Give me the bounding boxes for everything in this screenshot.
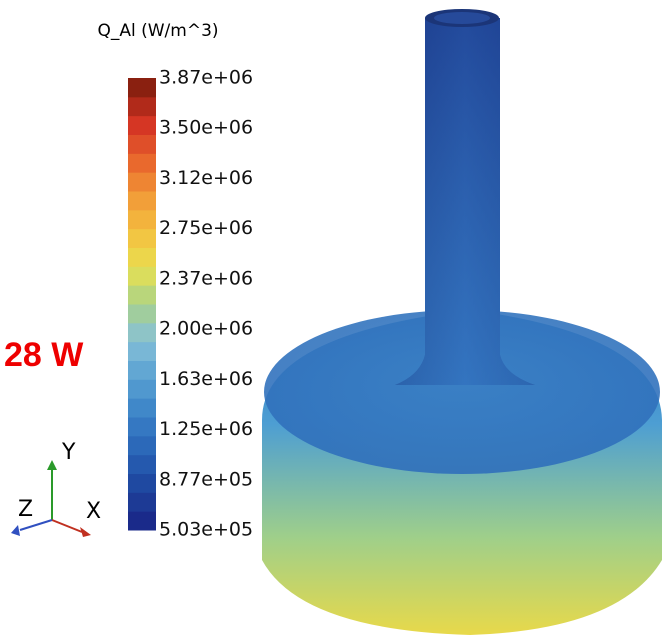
colorbar-band xyxy=(128,97,156,116)
colorbar-band xyxy=(128,455,156,474)
colorbar-label: 1.25e+06 xyxy=(159,418,253,440)
axis-label: Z xyxy=(18,497,33,522)
colorbar-band xyxy=(128,78,156,97)
colorbar-band xyxy=(128,474,156,493)
colorbar-band xyxy=(128,417,156,436)
colorbar-band xyxy=(128,266,156,285)
colorbar-band xyxy=(128,511,156,530)
axis-label: X xyxy=(86,499,101,524)
power-annotation: 28 W xyxy=(4,336,84,374)
colorbar-band xyxy=(128,210,156,229)
colorbar-label: 5.03e+05 xyxy=(159,519,253,541)
colorbar-label: 1.63e+06 xyxy=(159,368,253,390)
colorbar-band xyxy=(128,492,156,511)
colorbar-label: 2.75e+06 xyxy=(159,217,253,239)
colorbar-band xyxy=(128,172,156,191)
colorbar-band xyxy=(128,248,156,267)
axis-label: Y xyxy=(61,440,76,465)
render-view: Q_Al (W/m^3) 28 W Y Z X 3.87e+06 3.50e+06… xyxy=(0,0,664,639)
geometry xyxy=(262,9,662,635)
colorbar-band xyxy=(128,285,156,304)
colorbar-band xyxy=(128,153,156,172)
colorbar-band xyxy=(128,323,156,342)
colorbar-title: Q_Al (W/m^3) xyxy=(97,21,218,41)
colorbar-band xyxy=(128,116,156,135)
colorbar-label: 3.50e+06 xyxy=(159,117,253,139)
colorbar-label: 2.37e+06 xyxy=(159,267,253,289)
colorbar-label: 8.77e+05 xyxy=(159,468,253,490)
colorbar-band xyxy=(128,361,156,380)
colorbar-band xyxy=(128,342,156,361)
colorbar-band xyxy=(128,436,156,455)
colorbar-band xyxy=(128,135,156,154)
colorbar-label: 3.12e+06 xyxy=(159,167,253,189)
axes-triad: Y Z X xyxy=(11,440,101,537)
colorbar-band xyxy=(128,229,156,248)
colorbar-label: 2.00e+06 xyxy=(159,318,253,340)
colorbar-band xyxy=(128,191,156,210)
colorbar-band xyxy=(128,304,156,323)
colorbar-band xyxy=(128,379,156,398)
colorbar-label: 3.87e+06 xyxy=(159,67,253,89)
colorbar-band xyxy=(128,398,156,417)
